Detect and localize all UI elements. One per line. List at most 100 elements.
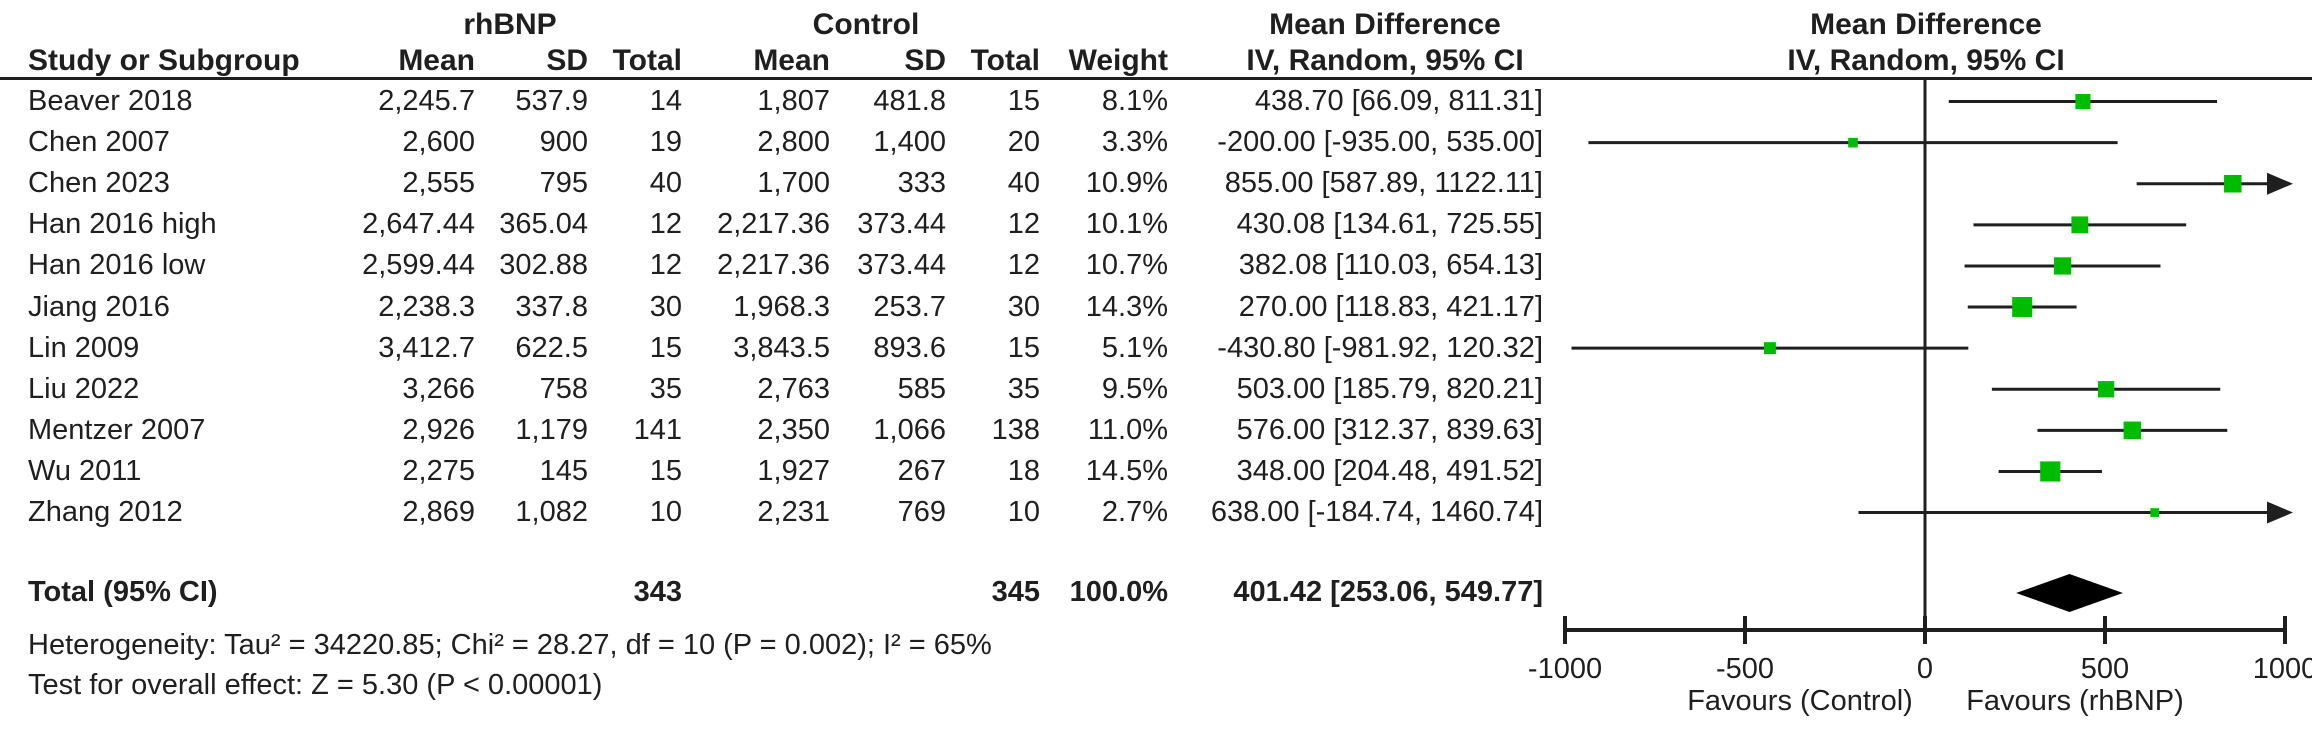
c-total-cell: 15 [1007, 85, 1040, 117]
c-mean-cell: 3,843.5 [733, 331, 830, 364]
c-total-col-header: Total [970, 44, 1040, 77]
c-mean-cell: 2,217.36 [717, 249, 830, 282]
t-sd-cell: 145 [539, 454, 588, 487]
ci-text-cell: 855.00 [587.89, 1122.11] [1224, 167, 1543, 200]
c-sd-cell: 893.6 [873, 331, 946, 364]
t-sd-cell: 337.8 [515, 290, 588, 323]
tick-label: 500 [2081, 653, 2129, 685]
t-sd-cell: 1,179 [515, 413, 588, 446]
c-mean-cell: 2,763 [757, 372, 830, 405]
t-sd-cell: 758 [539, 372, 588, 405]
t-sd-cell: 900 [539, 126, 588, 159]
c-mean-cell: 2,800 [757, 126, 830, 159]
t-total-cell: 30 [649, 290, 682, 323]
tick-label: -500 [1716, 653, 1774, 685]
favours-right-label: Favours (rhBNP) [1966, 685, 2184, 717]
c-sd-cell: 267 [897, 454, 946, 487]
t-mean-cell: 2,869 [402, 496, 475, 528]
tick-label: 1000 [2253, 653, 2312, 685]
t-mean-cell: 3,412.7 [378, 331, 475, 364]
c-mean-col-header: Mean [753, 44, 830, 77]
study-name-cell: Mentzer 2007 [28, 413, 206, 446]
t-total-cell: 40 [649, 167, 682, 200]
t-sd-cell: 795 [539, 167, 588, 200]
ci-stats-col-header: IV, Random, 95% CI [1246, 44, 1524, 77]
ci-text-cell: 348.00 [204.48, 491.52] [1236, 454, 1543, 487]
weight-cell: 3.3% [1101, 126, 1168, 159]
study-name-cell: Beaver 2018 [28, 85, 193, 117]
overall-effect-text: Test for overall effect: Z = 5.30 (P < 0… [28, 669, 603, 701]
c-total-cell: 12 [1007, 249, 1040, 282]
total-ci-text: 401.42 [253.06, 549.77] [1233, 576, 1543, 608]
weight-cell: 10.1% [1085, 208, 1168, 241]
c-mean-cell: 2,231 [757, 496, 830, 528]
c-mean-cell: 2,217.36 [717, 208, 830, 241]
c-total-cell: 15 [1007, 331, 1040, 364]
study-row: Wu 2011 2,275 145 15 1,927 267 18 14.5% 348.00 [… [0, 451, 2312, 492]
ci-text-cell: 503.00 [185.79, 820.21] [1236, 372, 1543, 405]
point-estimate-marker [2053, 257, 2072, 275]
study-name-cell: Chen 2007 [28, 126, 170, 159]
t-sd-cell: 365.04 [499, 208, 588, 241]
md-plot-header: Mean Difference [1810, 8, 2042, 41]
t-sd-cell: 1,082 [515, 496, 588, 528]
c-sd-cell: 373.44 [857, 249, 946, 282]
study-row: Mentzer 2007 2,926 1,179 141 2,350 1,066 138 11… [0, 410, 2312, 451]
t-total-cell: 12 [649, 249, 682, 282]
t-total-cell: 12 [649, 208, 682, 241]
c-mean-cell: 1,968.3 [733, 290, 830, 323]
study-row: Lin 2009 3,412.7 622.5 15 3,843.5 893.6 15 5.1%… [0, 328, 2312, 369]
study-row: Beaver 2018 2,245.7 537.9 14 1,807 481.8 15 8.1… [0, 81, 2312, 122]
t-sd-col-header: SD [546, 44, 588, 77]
ci-text-cell: 576.00 [312.37, 839.63] [1236, 413, 1543, 446]
t-mean-cell: 2,245.7 [378, 85, 475, 117]
point-estimate-marker [2012, 297, 2033, 318]
total-c-total: 345 [991, 576, 1040, 608]
point-estimate-marker [1763, 342, 1776, 355]
c-total-cell: 18 [1007, 454, 1040, 487]
heterogeneity-text: Heterogeneity: Tau² = 34220.85; Chi² = 2… [28, 629, 992, 661]
md-stats-header: Mean Difference [1269, 8, 1501, 41]
weight-cell: 10.7% [1085, 249, 1168, 282]
arrow-right-icon [2267, 172, 2293, 195]
c-total-cell: 12 [1007, 208, 1040, 241]
c-sd-cell: 373.44 [857, 208, 946, 241]
point-estimate-marker [2150, 508, 2160, 517]
t-total-cell: 10 [649, 496, 682, 528]
c-sd-col-header: SD [904, 44, 946, 77]
pooled-diamond [2016, 574, 2123, 612]
weight-cell: 8.1% [1101, 85, 1168, 117]
point-estimate-marker [2097, 381, 2115, 398]
t-mean-cell: 3,266 [402, 372, 475, 405]
total-label: Total (95% CI) [28, 576, 218, 608]
study-name-cell: Zhang 2012 [28, 496, 183, 528]
c-mean-cell: 1,927 [757, 454, 830, 487]
total-weight: 100.0% [1069, 576, 1168, 608]
c-sd-cell: 1,400 [873, 126, 946, 159]
c-sd-cell: 333 [897, 167, 946, 200]
t-total-cell: 14 [649, 85, 682, 117]
study-name-cell: Jiang 2016 [28, 290, 170, 323]
c-sd-cell: 1,066 [873, 413, 946, 446]
weight-cell: 2.7% [1101, 496, 1168, 528]
ci-text-cell: 438.70 [66.09, 811.31] [1254, 85, 1543, 117]
t-sd-cell: 302.88 [499, 249, 588, 282]
study-name-cell: Chen 2023 [28, 167, 170, 200]
study-row: Zhang 2012 2,869 1,082 10 2,231 769 10 2.7% 638.… [0, 492, 2312, 533]
study-row: Han 2016 high 2,647.44 365.04 12 2,217.36 373… [0, 204, 2312, 245]
ci-text-cell: 382.08 [110.03, 654.13] [1238, 249, 1543, 282]
t-total-cell: 15 [649, 454, 682, 487]
study-name-cell: Liu 2022 [28, 372, 140, 405]
c-total-cell: 10 [1007, 496, 1040, 528]
t-total-cell: 19 [649, 126, 682, 159]
study-row: Chen 2023 2,555 795 40 1,700 333 40 10.9% 855.00… [0, 163, 2312, 204]
c-sd-cell: 481.8 [873, 85, 946, 117]
point-estimate-marker [2071, 216, 2089, 234]
t-total-cell: 15 [649, 331, 682, 364]
c-mean-cell: 1,807 [757, 85, 830, 117]
t-mean-col-header: Mean [398, 44, 475, 77]
study-row: Jiang 2016 2,238.3 337.8 30 1,968.3 253.7 30 14… [0, 287, 2312, 328]
control-group-header: Control [812, 8, 920, 41]
